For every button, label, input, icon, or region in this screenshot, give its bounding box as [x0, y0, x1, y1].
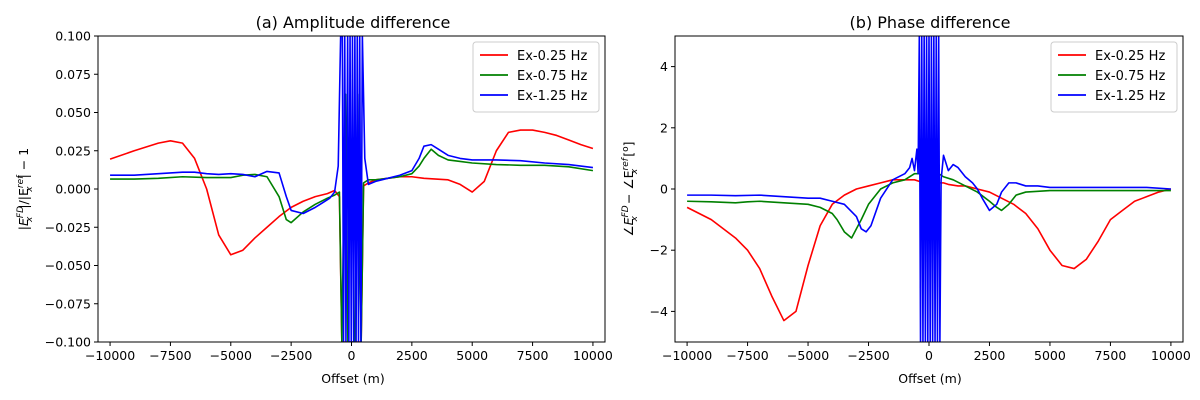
- x-tick-label: −5000: [210, 348, 252, 363]
- y-tick-label: 0.025: [55, 143, 91, 158]
- y-tick-label: 0.050: [55, 105, 91, 120]
- y-tick-label: 0.075: [55, 67, 91, 82]
- x-tick-label: 5000: [456, 348, 488, 363]
- x-tick-label: 0: [925, 348, 933, 363]
- y-tick-label: 0.100: [55, 29, 91, 44]
- y-label-part: x: [25, 186, 35, 193]
- y-tick-label: −2: [650, 243, 668, 258]
- y-label-part: x: [25, 216, 35, 223]
- y-label-part: | − 1: [16, 148, 31, 179]
- series-line-2: [687, 172, 1171, 239]
- series-line-2: [110, 93, 594, 342]
- x-tick-label: −5000: [787, 348, 829, 363]
- x-tick-label: −2500: [847, 348, 889, 363]
- x-tick-label: 10000: [1151, 348, 1191, 363]
- series-line-3: [687, 36, 1171, 342]
- y-label-part: FD: [16, 206, 26, 218]
- legend: Ex-0.25 Hz Ex-0.75 Hz Ex-1.25 Hz: [1050, 41, 1178, 113]
- x-tick-label: −7500: [149, 348, 191, 363]
- y-label-part: ]: [621, 141, 636, 146]
- x-tick-label: −7500: [726, 348, 768, 363]
- x-axis-label: Offset (m): [898, 371, 961, 386]
- y-label-part: FD: [621, 205, 631, 217]
- y-label-part: |E: [16, 218, 31, 230]
- x-tick-label: −2500: [270, 348, 312, 363]
- series-line-3: [110, 36, 594, 342]
- x-tick-label: 7500: [1095, 348, 1127, 363]
- legend-entry: Ex-0.75 Hz: [1095, 69, 1165, 84]
- x-tick-label: −10000: [85, 348, 135, 363]
- y-axis-label: |EFDx|/|Erefx| − 1: [16, 148, 35, 230]
- x-tick-label: 2500: [974, 348, 1006, 363]
- x-tick-label: 5000: [1034, 348, 1066, 363]
- y-tick-label: −4: [650, 304, 668, 319]
- series-lines: [109, 36, 594, 342]
- legend: Ex-0.25 Hz Ex-0.75 Hz Ex-1.25 Hz: [472, 41, 600, 113]
- y-tick-label: 4: [660, 59, 668, 74]
- y-label-part: |/|E: [16, 188, 31, 209]
- chart-title: (a) Amplitude difference: [256, 13, 451, 32]
- y-tick-label: −0.075: [45, 296, 91, 311]
- amplitude-difference-panel: (a) Amplitude difference Offset (m) |EFD…: [16, 13, 613, 386]
- y-label-part: o: [621, 146, 631, 152]
- legend-entry: Ex-0.25 Hz: [1095, 49, 1165, 64]
- y-label-part: ref: [16, 174, 26, 188]
- series-lines: [686, 36, 1172, 342]
- y-label-part: [: [621, 152, 636, 161]
- y-label-part: x: [630, 215, 640, 222]
- y-tick-label: −0.050: [45, 258, 91, 273]
- phase-difference-panel: (b) Phase difference Offset (m) ∠EFDx − …: [621, 13, 1191, 386]
- y-tick-label: −0.100: [45, 335, 91, 350]
- series-line-1: [686, 179, 1172, 322]
- legend-entry: Ex-1.25 Hz: [1095, 89, 1165, 104]
- y-tick-label: 2: [660, 120, 668, 135]
- legend-entry: Ex-0.75 Hz: [517, 69, 587, 84]
- y-label-part: ∠E: [621, 217, 636, 236]
- x-tick-label: 2500: [396, 348, 428, 363]
- y-tick-label: 0: [660, 182, 668, 197]
- y-tick-label: 0.000: [55, 182, 91, 197]
- x-tick-label: 7500: [517, 348, 549, 363]
- y-label-part: − ∠E: [621, 170, 636, 208]
- legend-entry: Ex-0.25 Hz: [517, 49, 587, 64]
- x-tick-label: 0: [348, 348, 356, 363]
- y-axis-label: ∠EFDx − ∠Erefx [o]: [621, 141, 640, 236]
- y-label-part: ref: [621, 156, 631, 170]
- chart-title: (b) Phase difference: [850, 13, 1011, 32]
- x-tick-label: −10000: [662, 348, 712, 363]
- x-axis-label: Offset (m): [321, 371, 384, 386]
- legend-entry: Ex-1.25 Hz: [517, 89, 587, 104]
- y-label-part: x: [630, 168, 640, 175]
- x-tick-label: 10000: [573, 348, 613, 363]
- y-tick-label: −0.025: [45, 220, 91, 235]
